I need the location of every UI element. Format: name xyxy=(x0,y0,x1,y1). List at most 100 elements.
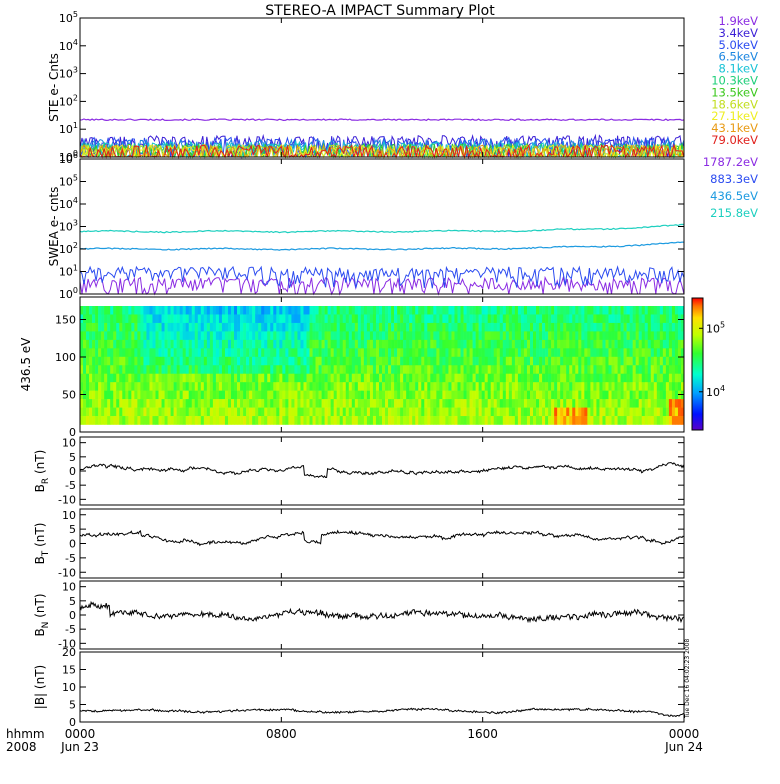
pad-cell xyxy=(366,339,371,349)
pad-cell xyxy=(460,416,464,425)
pad-cell xyxy=(261,314,265,324)
pad-cell xyxy=(209,356,214,366)
pad-cell xyxy=(131,399,135,408)
pad-cell xyxy=(557,365,561,375)
pad-cell xyxy=(454,356,458,366)
pad-cell xyxy=(581,306,585,315)
pad-cell xyxy=(493,331,498,341)
pad-cell xyxy=(469,365,473,375)
pad-cell xyxy=(533,390,537,400)
pad-cell xyxy=(185,314,190,324)
pad-cell xyxy=(382,382,386,391)
pad-cell xyxy=(134,306,138,315)
pad-cell xyxy=(460,390,464,400)
pad-cell xyxy=(218,306,223,315)
pad-cell xyxy=(345,339,350,349)
pad-cell xyxy=(267,356,271,366)
pad-cell xyxy=(342,373,347,383)
pad-cell xyxy=(279,322,283,332)
pad-cell xyxy=(83,348,87,358)
pad-cell xyxy=(158,365,162,375)
pad-cell xyxy=(469,348,473,358)
pad-cell xyxy=(560,407,564,417)
pad-cell xyxy=(119,348,123,358)
pad-cell xyxy=(599,390,603,400)
pad-cell xyxy=(324,331,328,341)
pad-cell xyxy=(415,390,419,400)
pad-cell xyxy=(490,322,495,332)
pad-cell xyxy=(137,416,141,425)
pad-cell xyxy=(83,373,87,383)
pad-cell xyxy=(234,373,238,383)
pad-cell xyxy=(578,416,582,425)
pad-cell xyxy=(424,331,428,341)
pad-cell xyxy=(291,382,295,391)
pad-cell xyxy=(551,390,555,400)
pad-cell xyxy=(436,365,440,375)
ste-legend-entry-5: 10.3keV xyxy=(711,74,758,88)
pad-cell xyxy=(614,390,618,400)
pad-cell xyxy=(665,407,670,417)
pad-cell xyxy=(584,407,588,417)
pad-cell xyxy=(430,390,434,400)
pad-cell xyxy=(445,314,449,324)
pad-cell xyxy=(557,348,561,358)
pad-cell xyxy=(227,331,232,341)
pad-cell xyxy=(261,399,265,408)
swea-ylabel: SWEA e- cnts xyxy=(47,187,61,267)
pad-cell xyxy=(584,373,588,383)
pad-cell xyxy=(357,382,362,391)
pad-cell xyxy=(176,339,180,349)
pad-cell xyxy=(421,331,425,341)
pad-cell xyxy=(312,390,316,400)
pad-cell xyxy=(490,306,495,315)
pad-cell xyxy=(409,356,413,366)
pad-cell xyxy=(209,322,214,332)
pad-cell xyxy=(146,382,150,391)
pad-cell xyxy=(584,306,588,315)
pad-cell xyxy=(572,339,576,349)
pad-cell xyxy=(403,322,407,332)
pad-cell xyxy=(433,356,437,366)
pad-cell xyxy=(354,348,359,358)
pad-cell xyxy=(113,382,117,391)
pad-cell xyxy=(511,348,516,358)
pad-cell xyxy=(243,339,247,349)
pad-cell xyxy=(194,407,199,417)
bt-series xyxy=(79,529,685,547)
pad-cell xyxy=(375,306,380,315)
pad-cell xyxy=(240,331,244,341)
pad-cell xyxy=(680,339,685,349)
pad-cell xyxy=(403,390,407,400)
pad-cell xyxy=(182,407,186,417)
pad-cell xyxy=(218,339,223,349)
pad-cell xyxy=(542,399,546,408)
pad-cell xyxy=(315,399,319,408)
pad-cell xyxy=(231,348,235,358)
pad-cell xyxy=(545,416,549,425)
pad-cell xyxy=(523,356,528,366)
pad-cell xyxy=(95,348,99,358)
pad-cell xyxy=(149,348,153,358)
pad-cell xyxy=(98,390,102,400)
pad-cell xyxy=(599,306,603,315)
pad-cell xyxy=(288,407,292,417)
pad-cell xyxy=(200,322,205,332)
pad-cell xyxy=(336,356,341,366)
pad-cell xyxy=(653,382,658,391)
pad-cell xyxy=(315,373,319,383)
pad-cell xyxy=(345,348,350,358)
pad-cell xyxy=(650,356,655,366)
pad-cell xyxy=(237,382,241,391)
ste-ytick-label-4: 104 xyxy=(59,38,78,53)
pad-cell xyxy=(484,382,488,391)
pad-cell xyxy=(357,390,362,400)
pad-cell xyxy=(249,390,253,400)
pad-cell xyxy=(442,322,446,332)
pad-cell xyxy=(270,390,274,400)
pad-cell xyxy=(221,339,226,349)
pad-cell xyxy=(282,348,286,358)
pad-colorbar-ytick-label-0: 104 xyxy=(706,384,725,399)
pad-cell xyxy=(119,356,123,366)
pad-cell xyxy=(457,382,461,391)
